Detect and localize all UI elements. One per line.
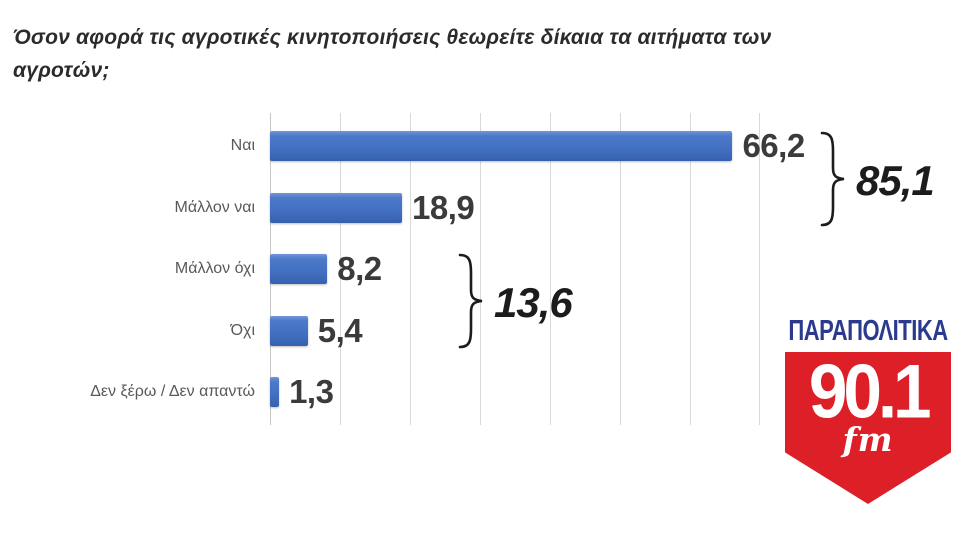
value-label-nai: 66,2: [742, 127, 805, 164]
gridline-30: [480, 113, 481, 425]
gridline-50: [620, 113, 621, 425]
value-label-mallon-nai: 18,9: [412, 189, 475, 226]
gridline-70: [759, 113, 760, 425]
logo-frequency: 90.1: [808, 349, 932, 435]
value-label-mallon-ochi: 8,2: [337, 250, 382, 287]
radio-station-logo: ΠΑΡΑΠΟΛΙΤΙΚΑ 90.1 fm: [782, 314, 954, 504]
bar-row-mallon-ochi: 8,2: [270, 250, 960, 287]
value-label-ochi: 5,4: [317, 312, 363, 349]
curly-brace-icon: [458, 253, 483, 349]
bar-row-nai: 66,2: [270, 127, 960, 164]
chart-title: Όσον αφορά τις αγροτικές κινητοποιήσεις …: [13, 26, 772, 82]
total-yes-label: 85,1: [856, 157, 935, 204]
value-label-den-xero: 1,3: [289, 373, 334, 410]
bar-nai: [270, 131, 733, 161]
bar-row-den-xero: 1,3: [270, 373, 960, 410]
brace-no-group: [456, 253, 486, 349]
category-label-nai: Ναι: [230, 137, 255, 154]
bar-den-xero: [270, 377, 280, 407]
bar-row-mallon-nai: 18,9: [270, 189, 960, 226]
bar-ochi: [270, 316, 308, 346]
plot-area: 66,2 18,9 8,2 5,4 1,3: [270, 113, 805, 425]
category-label-mallon-ochi: Μάλλον όχι: [174, 260, 255, 277]
gridline-20: [410, 113, 411, 425]
bar-mallon-nai: [270, 193, 403, 223]
bar-row-ochi: 5,4: [270, 312, 960, 349]
curly-brace-icon: [820, 131, 845, 227]
bar-mallon-ochi: [270, 254, 328, 284]
total-no-label: 13,6: [494, 279, 573, 326]
logo-shield: 90.1 fm: [785, 352, 951, 504]
category-label-mallon-nai: Μάλλον ναι: [174, 199, 255, 216]
logo-brand-text: ΠΑΡΑΠΟΛΙΤΙΚΑ: [788, 314, 948, 347]
gridline-60: [690, 113, 691, 425]
category-label-ochi: Όχι: [230, 322, 255, 339]
brace-yes-group: [818, 131, 848, 227]
category-label-den-xero: Δεν ξέρω / Δεν απαντώ: [90, 383, 255, 400]
logo-band: fm: [842, 420, 894, 459]
gridline-10: [340, 113, 341, 425]
gridline-40: [550, 113, 551, 425]
